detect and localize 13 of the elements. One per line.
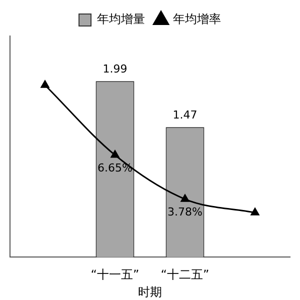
- data-label: 1.99: [102, 62, 128, 76]
- x-tick-label: “十二五”: [160, 268, 210, 282]
- data-label: 3.78%: [168, 205, 202, 218]
- x-axis-title: 时期: [138, 284, 162, 299]
- point: [180, 194, 190, 202]
- data-label: 1.47: [172, 108, 198, 122]
- point: [250, 208, 260, 216]
- data-label: 6.65%: [98, 161, 132, 174]
- x-tick-label: “十一五”: [90, 268, 140, 282]
- point: [110, 150, 120, 158]
- legend-label: 年均增量: [97, 12, 145, 26]
- legend-label: 年均增率: [173, 12, 221, 26]
- point: [40, 80, 50, 88]
